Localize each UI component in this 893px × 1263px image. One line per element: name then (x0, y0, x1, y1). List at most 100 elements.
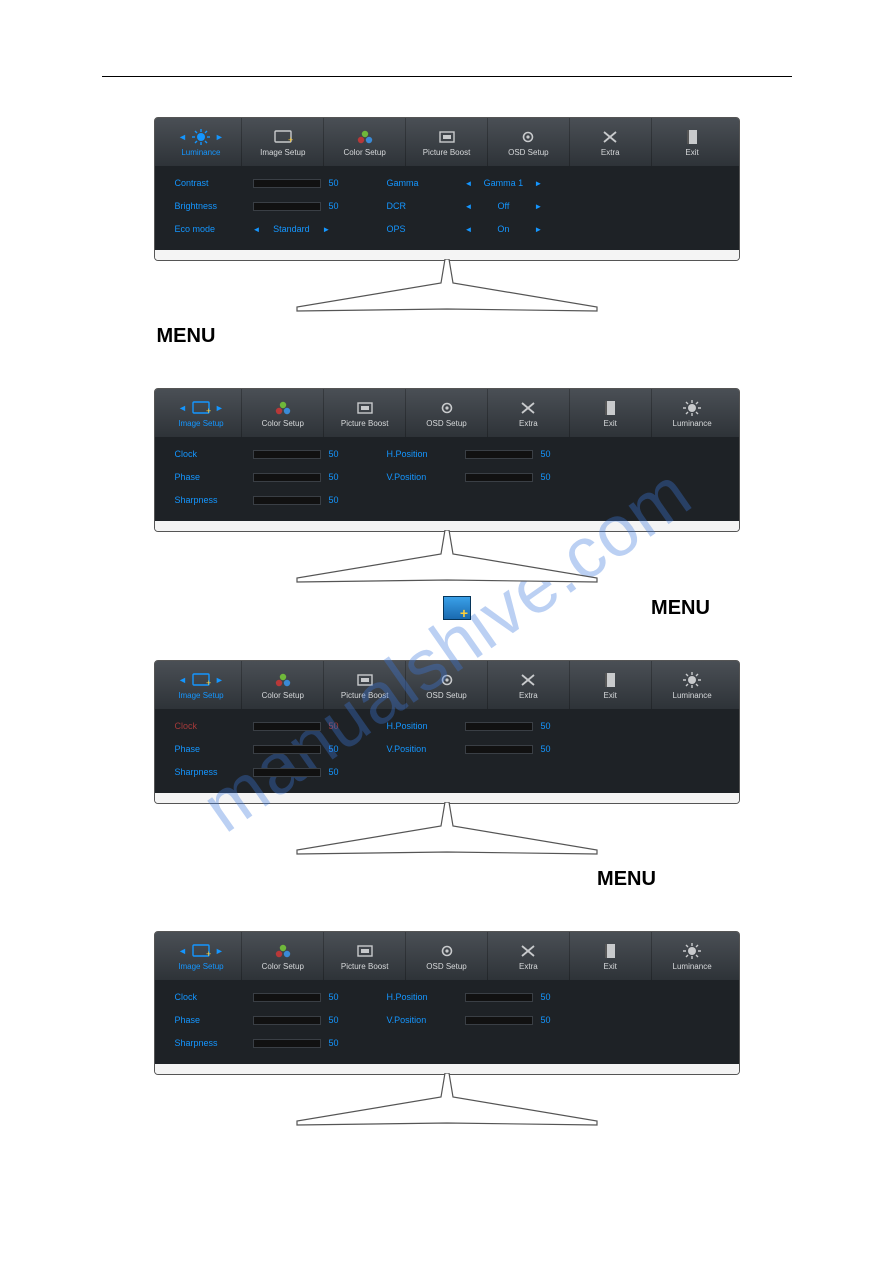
osd-row-gamma[interactable]: Gamma ◄ Gamma 1 ► (387, 176, 543, 190)
chevron-right-icon[interactable]: ► (215, 946, 224, 956)
osd-tab-color-setup[interactable]: Color Setup (241, 389, 323, 437)
osd-row-label: DCR (387, 201, 457, 211)
chevron-right-icon[interactable]: ► (534, 202, 542, 211)
osd-row-h-position[interactable]: H.Position 50 (387, 447, 559, 461)
slider-track[interactable] (465, 450, 533, 459)
slider-track[interactable] (253, 1039, 321, 1048)
osd-tab-label: Picture Boost (341, 419, 389, 428)
osd-tab-exit[interactable]: Exit (569, 661, 651, 709)
chevron-right-icon[interactable]: ► (215, 675, 224, 685)
chevron-left-icon[interactable]: ◄ (178, 132, 187, 142)
slider-track[interactable] (253, 745, 321, 754)
osd-row-label: H.Position (387, 449, 457, 459)
osd-tab-color-setup[interactable]: Color Setup (323, 118, 405, 166)
osd-row-phase[interactable]: Phase 50 (175, 470, 347, 484)
chevron-left-icon[interactable]: ◄ (178, 403, 187, 413)
slider-track[interactable] (253, 450, 321, 459)
osd-row-label: OPS (387, 224, 457, 234)
slider-track[interactable] (253, 722, 321, 731)
osd-row-label: Clock (175, 449, 245, 459)
osd-tab-color-setup[interactable]: Color Setup (241, 661, 323, 709)
osd-tab-extra[interactable]: Extra (569, 118, 651, 166)
slider-track[interactable] (253, 179, 321, 188)
menu-caption: MENU (651, 597, 710, 620)
slider-track[interactable] (253, 768, 321, 777)
osd-tab-osd-setup[interactable]: OSD Setup (487, 118, 569, 166)
osd-tab-extra[interactable]: Extra (487, 661, 569, 709)
osd-tab-image-setup[interactable]: + Image Setup (241, 118, 323, 166)
osd-tab-exit[interactable]: Exit (569, 389, 651, 437)
osd-tab-osd-setup[interactable]: OSD Setup (405, 661, 487, 709)
osd-row-phase[interactable]: Phase 50 (175, 742, 347, 756)
osd-row-sharpness[interactable]: Sharpness 50 (175, 1036, 347, 1050)
chevron-left-icon[interactable]: ◄ (465, 179, 473, 188)
osd-row-h-position[interactable]: H.Position 50 (387, 719, 559, 733)
chevron-left-icon[interactable]: ◄ (465, 225, 473, 234)
slider-track[interactable] (465, 745, 533, 754)
osd-tab-extra[interactable]: Extra (487, 932, 569, 980)
chevron-right-icon[interactable]: ► (322, 225, 330, 234)
osd-tab-osd-setup[interactable]: OSD Setup (405, 932, 487, 980)
chevron-left-icon[interactable]: ◄ (178, 675, 187, 685)
osd-row-v-position[interactable]: V.Position 50 (387, 1013, 559, 1027)
osd-tab-luminance[interactable]: Luminance (651, 389, 733, 437)
slider-track[interactable] (253, 202, 321, 211)
chevron-right-icon[interactable]: ► (215, 403, 224, 413)
osd-tab-label: Luminance (181, 148, 220, 157)
osd-row-h-position[interactable]: H.Position 50 (387, 990, 559, 1004)
osd-tab-osd-setup[interactable]: OSD Setup (405, 389, 487, 437)
osd-tab-bar: ◄ ► Luminance + Image Setup Color Setup … (155, 118, 739, 166)
osd-row-clock[interactable]: Clock 50 (175, 447, 347, 461)
chevron-left-icon[interactable]: ◄ (253, 225, 261, 234)
osd-row-v-position[interactable]: V.Position 50 (387, 742, 559, 756)
osd-tab-image-setup[interactable]: ◄ + ► Image Setup (161, 389, 242, 437)
slider-track[interactable] (253, 496, 321, 505)
osd-row-label: Clock (175, 992, 245, 1002)
osd-row-sharpness[interactable]: Sharpness 50 (175, 765, 347, 779)
osd-tab-extra[interactable]: Extra (487, 389, 569, 437)
osd-tab-exit[interactable]: Exit (569, 932, 651, 980)
osd-row-ops[interactable]: OPS ◄ On ► (387, 222, 543, 236)
osd-tab-label: Color Setup (344, 148, 386, 157)
osd-body: Clock 50 Phase 50 Sharpness 50 H.Positio… (155, 980, 739, 1064)
osd-row-eco-mode[interactable]: Eco mode ◄ Standard ► (175, 222, 347, 236)
monitor-image_setup_sel_red: ◄ + ► Image Setup Color Setup Picture Bo… (97, 660, 797, 858)
osd-row-contrast[interactable]: Contrast 50 (175, 176, 347, 190)
osd-row-label: Sharpness (175, 1038, 245, 1048)
osd-row-clock[interactable]: Clock 50 (175, 990, 347, 1004)
osd-tab-image-setup[interactable]: ◄ + ► Image Setup (161, 661, 242, 709)
slider-track[interactable] (253, 473, 321, 482)
balls-icon (271, 399, 295, 417)
osd-tab-exit[interactable]: Exit (651, 118, 733, 166)
chevron-left-icon[interactable]: ◄ (465, 202, 473, 211)
chevron-right-icon[interactable]: ► (534, 225, 542, 234)
slider-track[interactable] (465, 993, 533, 1002)
osd-row-phase[interactable]: Phase 50 (175, 1013, 347, 1027)
chevron-left-icon[interactable]: ◄ (178, 946, 187, 956)
osd-row-sharpness[interactable]: Sharpness 50 (175, 493, 347, 507)
osd-tab-luminance[interactable]: Luminance (651, 661, 733, 709)
osd-tab-picture-boost[interactable]: Picture Boost (323, 389, 405, 437)
osd-tab-picture-boost[interactable]: Picture Boost (323, 932, 405, 980)
osd-tab-luminance[interactable]: ◄ ► Luminance (161, 118, 242, 166)
osd-tab-luminance[interactable]: Luminance (651, 932, 733, 980)
slider-track[interactable] (465, 722, 533, 731)
osd-row-value: 50 (329, 495, 347, 505)
door-icon (598, 942, 622, 960)
osd-column: H.Position 50 V.Position 50 (387, 719, 559, 779)
screen-icon: + (189, 399, 213, 417)
osd-tab-color-setup[interactable]: Color Setup (241, 932, 323, 980)
slider-track[interactable] (465, 473, 533, 482)
slider-track[interactable] (253, 1016, 321, 1025)
osd-tab-picture-boost[interactable]: Picture Boost (323, 661, 405, 709)
slider-track[interactable] (465, 1016, 533, 1025)
osd-row-v-position[interactable]: V.Position 50 (387, 470, 559, 484)
osd-row-dcr[interactable]: DCR ◄ Off ► (387, 199, 543, 213)
chevron-right-icon[interactable]: ► (534, 179, 542, 188)
osd-tab-image-setup[interactable]: ◄ + ► Image Setup (161, 932, 242, 980)
chevron-right-icon[interactable]: ► (215, 132, 224, 142)
osd-row-brightness[interactable]: Brightness 50 (175, 199, 347, 213)
osd-row-clock[interactable]: Clock 50 (175, 719, 347, 733)
slider-track[interactable] (253, 993, 321, 1002)
osd-tab-picture-boost[interactable]: Picture Boost (405, 118, 487, 166)
